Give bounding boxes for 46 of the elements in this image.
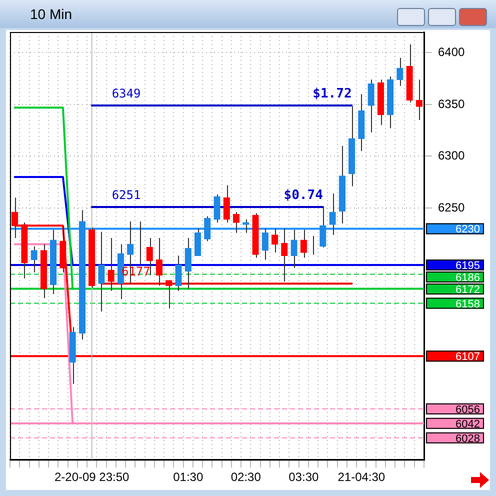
candlestick bbox=[242, 218, 250, 234]
candlestick bbox=[396, 57, 404, 86]
annotation: 6251 bbox=[112, 188, 141, 202]
candlestick bbox=[300, 229, 307, 258]
candlestick bbox=[368, 79, 374, 133]
ref-line-label: 6158 bbox=[456, 298, 480, 310]
annotation: $0.74 bbox=[284, 188, 324, 203]
chart-title: 10 Min bbox=[30, 6, 72, 22]
x-tick-label: 2-20-09 23:50 bbox=[54, 470, 130, 484]
candlestick bbox=[416, 79, 423, 121]
ref-line-label: 6230 bbox=[456, 224, 480, 236]
ref-line-label: 6056 bbox=[456, 404, 480, 416]
ref-line-label: 6107 bbox=[456, 351, 480, 364]
candlestick bbox=[290, 229, 298, 269]
candlestick bbox=[98, 231, 105, 312]
annotation: 6349 bbox=[112, 86, 141, 101]
candlestick bbox=[194, 228, 202, 256]
candlestick bbox=[262, 228, 268, 260]
x-tick-label: 03:30 bbox=[288, 470, 319, 484]
candlestick bbox=[108, 238, 114, 292]
annotation: $1.72 bbox=[312, 86, 352, 102]
candlestick bbox=[223, 184, 230, 224]
candlestick bbox=[214, 194, 220, 224]
candlestick bbox=[30, 246, 38, 273]
y-tick-label: 6400 bbox=[438, 45, 466, 60]
ref-line-label: 6186 bbox=[456, 272, 480, 284]
candlestick bbox=[320, 206, 326, 248]
candlestick bbox=[329, 193, 336, 236]
candlestick bbox=[204, 216, 211, 242]
candlestick bbox=[281, 228, 288, 282]
x-tick-label: 02:30 bbox=[230, 470, 262, 484]
candlestick bbox=[184, 238, 192, 290]
candlestick bbox=[271, 228, 278, 254]
ref-line-label: 6028 bbox=[456, 432, 480, 445]
y-tick-label: 6350 bbox=[438, 96, 466, 111]
x-tick-label: 21-04:30 bbox=[338, 470, 386, 484]
candlestick bbox=[156, 238, 163, 286]
y-tick-label: 6250 bbox=[438, 200, 466, 214]
ref-line-label: 6172 bbox=[456, 284, 480, 296]
candlestick bbox=[166, 280, 172, 309]
y-tick-label: 6300 bbox=[438, 148, 466, 163]
candlestick bbox=[232, 212, 240, 234]
x-tick-label: 01:30 bbox=[173, 470, 204, 484]
ref-line-label: 6042 bbox=[456, 418, 480, 430]
candlestick bbox=[175, 255, 182, 292]
ref-line-label: 6195 bbox=[456, 260, 480, 272]
